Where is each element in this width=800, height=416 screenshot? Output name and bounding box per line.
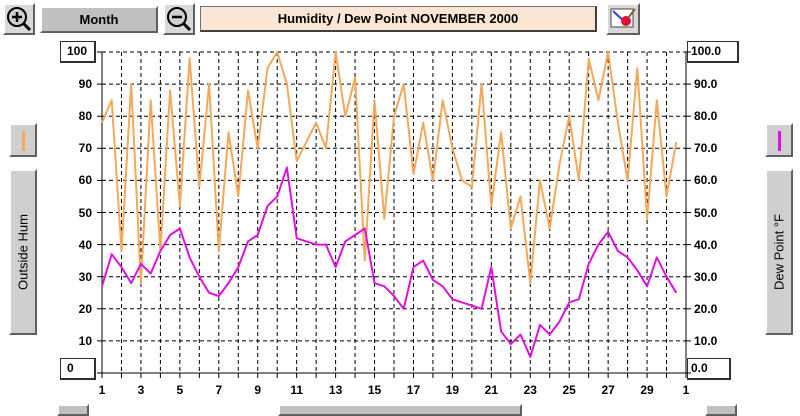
left-tick-label: 70 — [78, 141, 92, 156]
zoom-out-button[interactable] — [163, 3, 195, 35]
x-tick-label: 11 — [290, 383, 303, 397]
x-tick-label: 21 — [484, 383, 498, 397]
right-axis-max-value: 100.0 — [691, 44, 722, 58]
right-tick-label: 20.0 — [694, 301, 718, 316]
right-axis-label-button[interactable]: Dew Point °F — [765, 169, 793, 335]
chart-series — [101, 51, 678, 358]
right-axis-min-value: 0.0 — [691, 361, 708, 375]
x-tick-label: 13 — [328, 383, 343, 397]
x-tick-label: 5 — [176, 383, 184, 397]
chart-title-text: Humidity / Dew Point NOVEMBER 2000 — [277, 11, 519, 26]
x-tick-label: 3 — [137, 383, 145, 397]
x-tick-label: 29 — [640, 383, 654, 397]
chart-grid — [97, 51, 691, 378]
x-tick-label: 15 — [367, 383, 382, 397]
right-tick-label: 80.0 — [694, 109, 718, 124]
right-tick-label: 60.0 — [694, 173, 718, 188]
left-tick-label: 30 — [78, 269, 92, 284]
right-axis-max-field[interactable]: 100.0 — [687, 41, 739, 63]
left-tick-label: 40 — [78, 237, 92, 252]
x-tick-label: 17 — [406, 383, 421, 397]
right-tick-label: 50.0 — [694, 205, 718, 220]
x-tick-label: 19 — [445, 383, 460, 397]
right-tick-label: 90.0 — [694, 77, 718, 92]
right-tick-label: 40.0 — [694, 237, 718, 252]
x-tick-label: 9 — [254, 383, 262, 397]
color-picker-button[interactable] — [606, 3, 640, 35]
humidity-color-swatch — [22, 131, 25, 151]
x-tick-label: 7 — [215, 383, 223, 397]
left-tick-label: 10 — [78, 333, 92, 348]
left-axis-label-button[interactable]: Outside Hum — [9, 169, 37, 335]
horizontal-scrollbar-thumb[interactable] — [278, 404, 522, 416]
right-axis-min-field[interactable]: 0.0 — [687, 358, 731, 380]
dew-point-color-swatch — [778, 131, 781, 151]
right-tick-label: 30.0 — [694, 269, 718, 284]
left-axis-max-field[interactable]: 100 — [60, 41, 96, 63]
dew-point-color-button[interactable] — [765, 123, 793, 157]
x-tick-label: 1 — [682, 383, 690, 397]
series-line-dew-point — [101, 166, 678, 358]
left-tick-label: 20 — [78, 301, 92, 316]
zoom-out-icon — [167, 7, 192, 32]
series-line-humidity — [101, 51, 678, 285]
period-label: Month — [79, 12, 119, 27]
humidity-color-button[interactable] — [9, 123, 37, 157]
left-axis-min-value: 0 — [67, 361, 74, 375]
chart-title: Humidity / Dew Point NOVEMBER 2000 — [200, 6, 597, 32]
left-axis-max-value: 100 — [67, 44, 88, 58]
zoom-in-icon — [7, 7, 32, 32]
left-tick-label: 50 — [78, 205, 92, 220]
x-tick-label: 25 — [562, 383, 576, 397]
x-tick-label: 27 — [601, 383, 615, 397]
right-tick-label: 70.0 — [694, 141, 718, 156]
left-tick-label: 60 — [78, 173, 92, 188]
scroll-right-button[interactable] — [705, 404, 737, 416]
x-tick-label: 1 — [98, 383, 106, 397]
left-axis-min-field[interactable]: 0 — [60, 358, 96, 380]
right-tick-label: 10.0 — [694, 333, 718, 348]
left-tick-label: 80 — [78, 109, 92, 124]
x-tick-label: 23 — [523, 383, 537, 397]
scroll-left-button[interactable] — [57, 404, 89, 416]
paint-brush-icon — [610, 8, 636, 28]
left-tick-label: 90 — [78, 77, 92, 92]
period-select-button[interactable]: Month — [40, 6, 158, 33]
zoom-in-button[interactable] — [3, 3, 35, 35]
